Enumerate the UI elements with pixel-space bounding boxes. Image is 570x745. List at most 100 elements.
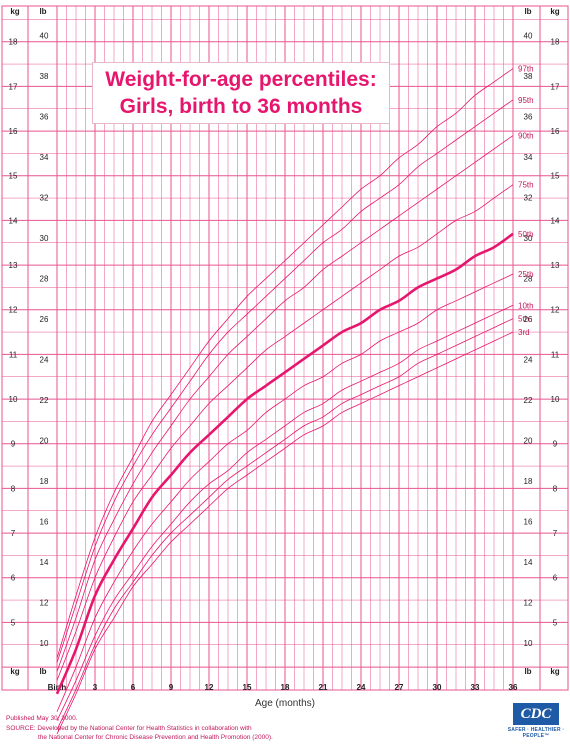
curve-label-25th: 25th [518, 270, 534, 279]
kg-tick-label-left: 18 [9, 38, 18, 47]
lb-tick-label-right: 20 [524, 437, 533, 446]
x-tick-label: 6 [131, 683, 136, 692]
kg-tick-label-right: 16 [551, 127, 560, 136]
kg-tick-label-right: 9 [553, 440, 558, 449]
kg-tick-label-left: 8 [11, 484, 16, 493]
lb-tick-label-right: 14 [524, 558, 533, 567]
lb-tick-label-left: 24 [40, 355, 49, 364]
lb-tick-label-right: 36 [524, 112, 533, 121]
lb-tick-label-right: 16 [524, 518, 533, 527]
x-tick-label: 3 [93, 683, 98, 692]
x-tick-label: Birth [48, 683, 67, 692]
chart-title-line-1: Weight-for-age percentiles: [105, 68, 377, 91]
kg-unit-bottom-right: kg [550, 667, 559, 676]
lb-tick-label-left: 30 [40, 234, 49, 243]
lb-tick-label-right: 24 [524, 355, 533, 364]
kg-tick-label-left: 11 [9, 350, 18, 359]
kg-tick-label-right: 13 [551, 261, 560, 270]
kg-tick-label-right: 7 [553, 529, 558, 538]
curve-5th [56, 318, 514, 730]
lb-tick-label-right: 10 [524, 639, 533, 648]
lb-tick-label-left: 12 [40, 599, 49, 608]
x-tick-label: 12 [205, 683, 214, 692]
lb-tick-label-right: 12 [524, 599, 533, 608]
kg-tick-label-left: 17 [9, 82, 18, 91]
kg-tick-label-right: 12 [551, 306, 560, 315]
kg-tick-label-right: 18 [551, 38, 560, 47]
lb-tick-label-right: 34 [524, 153, 533, 162]
lb-tick-label-left: 38 [40, 72, 49, 81]
x-tick-label: 15 [243, 683, 252, 692]
chart-title: Weight-for-age percentiles: Girls, birth… [92, 62, 390, 124]
curve-75th [56, 184, 514, 681]
lb-tick-label-left: 22 [40, 396, 49, 405]
curve-label-75th: 75th [518, 181, 534, 190]
kg-tick-label-right: 11 [551, 350, 560, 359]
kg-tick-label-left: 6 [11, 574, 16, 583]
x-tick-label: 33 [471, 683, 480, 692]
curve-95th [56, 99, 514, 663]
kg-tick-label-right: 8 [553, 484, 558, 493]
lb-tick-label-left: 10 [40, 639, 49, 648]
curve-label-10th: 10th [518, 301, 534, 310]
x-tick-label: 24 [357, 683, 366, 692]
chart-title-line-2: Girls, birth to 36 months [119, 95, 363, 118]
kg-tick-label-right: 5 [553, 618, 558, 627]
curve-label-90th: 90th [518, 132, 534, 141]
kg-tick-label-left: 16 [9, 127, 18, 136]
lb-unit-top-right: lb [524, 7, 531, 16]
lb-tick-label-right: 40 [524, 31, 533, 40]
lb-tick-label-right: 38 [524, 72, 533, 81]
kg-tick-label-left: 9 [11, 440, 16, 449]
lb-tick-label-right: 18 [524, 477, 533, 486]
kg-unit-bottom-left: kg [10, 667, 19, 676]
kg-unit-top-right: kg [550, 7, 559, 16]
kg-tick-label-left: 15 [9, 172, 18, 181]
x-tick-label: 30 [433, 683, 442, 692]
x-tick-label: 36 [509, 683, 518, 692]
x-tick-label: 9 [169, 683, 174, 692]
kg-tick-label-right: 17 [551, 82, 560, 91]
published-date: Published May 30, 2000. [6, 715, 78, 722]
lb-tick-label-left: 14 [40, 558, 49, 567]
lb-tick-label-left: 40 [40, 31, 49, 40]
curve-90th [56, 135, 514, 672]
kg-tick-label-left: 13 [9, 261, 18, 270]
source-line-1: SOURCE: Developed by the National Center… [6, 725, 252, 732]
curve-label-50th: 50th [518, 230, 534, 239]
cdc-logo: CDC SAFER · HEALTHIER · PEOPLE™ [506, 703, 566, 739]
cdc-logo-tagline: SAFER · HEALTHIER · PEOPLE™ [507, 727, 565, 739]
lb-tick-label-left: 32 [40, 193, 49, 202]
kg-tick-label-right: 10 [551, 395, 560, 404]
x-tick-label: 27 [395, 683, 404, 692]
curve-label-5th: 5th [518, 315, 529, 324]
kg-tick-label-right: 6 [553, 574, 558, 583]
source-line-2: the National Center for Chronic Disease … [38, 734, 273, 741]
curve-97th [56, 68, 514, 659]
lb-tick-label-right: 22 [524, 396, 533, 405]
curve-label-97th: 97th [518, 65, 534, 74]
lb-tick-label-left: 26 [40, 315, 49, 324]
lb-unit-bottom-right: lb [524, 667, 531, 676]
kg-tick-label-right: 15 [551, 172, 560, 181]
kg-tick-label-right: 14 [551, 216, 560, 225]
lb-tick-label-left: 16 [40, 518, 49, 527]
kg-unit-top-left: kg [10, 7, 19, 16]
kg-tick-label-left: 7 [11, 529, 16, 538]
curve-3rd [56, 331, 514, 735]
lb-tick-label-left: 18 [40, 477, 49, 486]
lb-tick-label-left: 20 [40, 437, 49, 446]
kg-tick-label-left: 10 [9, 395, 18, 404]
lb-tick-label-right: 32 [524, 193, 533, 202]
kg-tick-label-left: 14 [9, 216, 18, 225]
curve-label-95th: 95th [518, 96, 534, 105]
lb-unit-top-left: lb [39, 7, 46, 16]
x-tick-label: 21 [319, 683, 328, 692]
x-axis-title: Age (months) [255, 698, 315, 709]
curve-10th [56, 304, 514, 721]
lb-tick-label-left: 36 [40, 112, 49, 121]
lb-tick-label-left: 28 [40, 274, 49, 283]
curve-label-3rd: 3rd [518, 328, 530, 337]
curve-25th [56, 273, 514, 712]
x-tick-label: 18 [281, 683, 290, 692]
